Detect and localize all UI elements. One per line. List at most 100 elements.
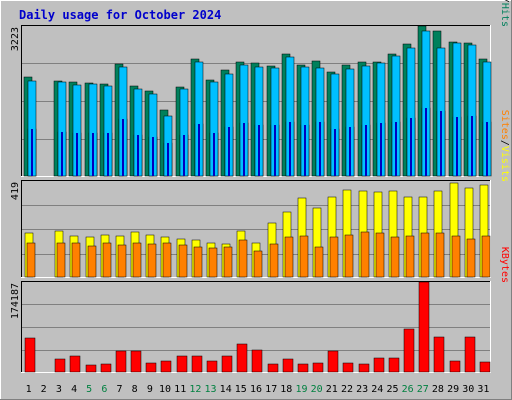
day-label-5: 5	[86, 384, 92, 395]
day-label-15: 15	[235, 384, 247, 395]
bar-sites-day-22	[344, 234, 354, 278]
bar-sites-day-21	[329, 236, 339, 278]
bar-kbytes-day-3	[54, 358, 66, 373]
bar-sites-day-27	[420, 232, 430, 278]
bar-sites-day-15	[238, 239, 248, 278]
bar-files-inner-day-19	[304, 125, 306, 176]
bar-files-inner-day-3	[61, 132, 63, 176]
panel-1-legend: Sites/Visits	[499, 110, 510, 182]
bar-kbytes-day-21	[327, 350, 339, 373]
day-label-21: 21	[326, 384, 338, 395]
day-label-3: 3	[56, 384, 62, 395]
day-label-26: 26	[402, 384, 414, 395]
bar-files-inner-day-4	[76, 133, 78, 176]
legend-separator: /	[499, 140, 510, 146]
day-label-24: 24	[371, 384, 383, 395]
bar-kbytes-day-30	[464, 336, 476, 373]
bar-sites-day-10	[162, 242, 172, 278]
day-axis-labels: 1 2 3 4 5 6 7 8 9 10 11 12 13 14 15 16 17 18 19 20 21 22 23 24 2…	[26, 384, 490, 395]
bar-files-inner-day-18	[289, 122, 291, 176]
bar-sites-day-7	[117, 244, 127, 278]
bar-sites-day-23	[360, 231, 370, 278]
panel-2-max-label: 174187	[10, 283, 21, 319]
day-label-31: 31	[477, 384, 489, 395]
day-label-30: 30	[462, 384, 474, 395]
panel-visits-sites: 419 Sites/Visits	[10, 110, 510, 278]
day-label-27: 27	[417, 384, 429, 395]
bar-sites-day-13	[208, 247, 218, 278]
bar-files-inner-day-16	[258, 125, 260, 176]
day-label-29: 29	[447, 384, 459, 395]
bar-sites-day-12	[193, 246, 203, 278]
day-label-13: 13	[204, 384, 216, 395]
bar-kbytes-day-22	[342, 362, 354, 373]
panel-0-legend: Pages/Files/Hits	[499, 0, 510, 27]
bar-files-inner-day-26	[410, 118, 412, 176]
legend-separator: /	[499, 0, 510, 3]
bar-files-inner-day-17	[274, 125, 276, 176]
bar-files-inner-day-21	[334, 129, 336, 176]
bar-files-inner-day-8	[137, 135, 139, 176]
bar-sites-day-29	[451, 235, 461, 278]
bar-files-inner-day-29	[456, 117, 458, 176]
day-label-6: 6	[101, 384, 107, 395]
day-label-11: 11	[174, 384, 186, 395]
bar-kbytes-day-10	[160, 360, 172, 373]
bar-files-inner-day-28	[440, 111, 442, 176]
bar-files-inner-day-24	[380, 123, 382, 176]
bar-kbytes-day-28	[433, 336, 445, 373]
day-label-22: 22	[341, 384, 353, 395]
bar-files-inner-day-27	[425, 108, 427, 176]
bar-kbytes-day-5	[85, 364, 97, 373]
bar-kbytes-day-4	[69, 355, 81, 373]
day-label-19: 19	[295, 384, 307, 395]
bar-sites-day-14	[223, 246, 233, 278]
bar-sites-day-30	[466, 238, 476, 278]
bar-sites-day-11	[178, 244, 188, 278]
bar-sites-day-18	[284, 236, 294, 278]
bar-sites-day-9	[147, 243, 157, 278]
legend-visits: Visits	[499, 146, 510, 182]
bar-sites-day-28	[435, 232, 445, 278]
bar-sites-day-6	[102, 242, 112, 278]
bar-files-inner-day-5	[92, 133, 94, 176]
bar-files-inner-day-13	[213, 133, 215, 176]
bar-kbytes-day-7	[115, 350, 127, 373]
day-label-20: 20	[311, 384, 323, 395]
bar-files-inner-day-20	[319, 122, 321, 176]
bar-sites-day-8	[132, 242, 142, 278]
bar-kbytes-day-17	[267, 363, 279, 373]
legend-hits: Hits	[499, 3, 510, 27]
legend-kbytes: KBytes	[499, 247, 510, 283]
day-label-4: 4	[71, 384, 77, 395]
panel-2-legend: KBytes	[499, 247, 510, 283]
panel-1-max-label: 419	[10, 182, 21, 200]
bar-kbytes-day-8	[130, 350, 142, 373]
bar-files-inner-day-14	[228, 127, 230, 176]
bar-files-inner-day-31	[486, 122, 488, 176]
bar-sites-day-4	[71, 242, 81, 278]
bar-files-inner-day-1	[31, 129, 33, 176]
day-label-7: 7	[116, 384, 122, 395]
bar-sites-day-20	[314, 246, 324, 278]
bar-kbytes-day-19	[297, 363, 309, 373]
day-label-8: 8	[132, 384, 138, 395]
bar-files-inner-day-25	[395, 122, 397, 176]
bar-files-inner-day-30	[471, 116, 473, 176]
bar-kbytes-day-18	[282, 358, 294, 373]
day-label-28: 28	[432, 384, 444, 395]
chart-panels: 3223Pages/Files/Hits419Sites/Visits17418…	[10, 0, 510, 373]
chart-title: Daily usage for October 2024	[19, 8, 221, 22]
day-label-18: 18	[280, 384, 292, 395]
bar-sites-day-5	[87, 245, 97, 278]
bar-sites-day-3	[56, 242, 66, 278]
bar-kbytes-day-13	[206, 360, 218, 373]
bar-kbytes-day-12	[191, 355, 203, 373]
bar-sites-day-31	[481, 235, 491, 278]
bar-files-inner-day-9	[152, 137, 154, 176]
bar-kbytes-day-16	[251, 349, 263, 373]
bar-kbytes-day-15	[236, 343, 248, 373]
day-label-10: 10	[159, 384, 171, 395]
